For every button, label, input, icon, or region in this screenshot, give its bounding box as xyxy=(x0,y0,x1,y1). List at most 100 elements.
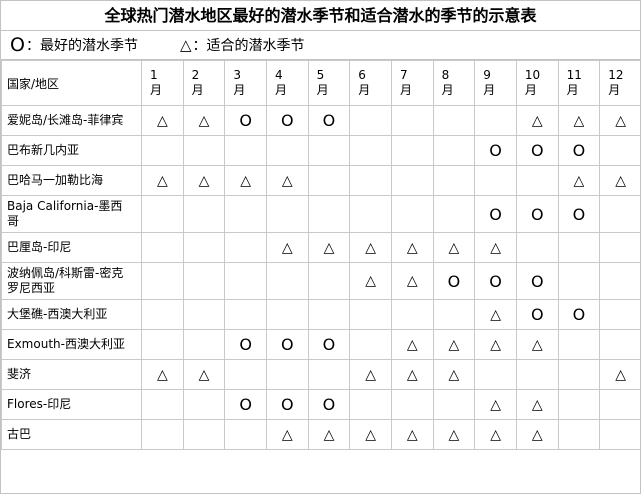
month-number: 1 xyxy=(150,68,158,82)
suitable-season-mark: △ xyxy=(265,165,309,196)
suitable-season-mark: △ xyxy=(390,329,434,360)
suitable-season-mark: △ xyxy=(599,359,640,390)
empty-cell xyxy=(432,195,476,233)
suitable-season-mark: △ xyxy=(432,419,476,450)
header-row: 国家/地区 1 月 2 月 3 月 4 月 5 月 6 月 7 月 8 月 9 月 10 月 11 月 12 月 xyxy=(1,60,640,106)
empty-cell xyxy=(557,359,601,390)
suitable-season-mark: △ xyxy=(182,165,226,196)
empty-cell xyxy=(432,299,476,330)
month-unit: 月 xyxy=(566,83,579,97)
empty-cell xyxy=(557,419,601,450)
month-number: 12 xyxy=(608,68,624,82)
month-header-11: 11 月 xyxy=(557,60,601,106)
empty-cell xyxy=(599,195,640,233)
empty-cell xyxy=(349,195,392,233)
month-header-10: 10 月 xyxy=(515,60,559,106)
suitable-season-mark: △ xyxy=(390,419,434,450)
region-name: 大堡礁-西澳大利亚 xyxy=(1,299,142,330)
month-number: 4 xyxy=(274,68,283,82)
empty-cell xyxy=(224,359,267,390)
best-season-mark: O xyxy=(307,329,351,360)
empty-cell xyxy=(349,329,392,360)
suitable-season-mark: △ xyxy=(390,359,434,390)
month-number: 9 xyxy=(483,68,491,82)
region-name: 波纳佩岛/科斯雷-密克罗尼西亚 xyxy=(1,262,142,300)
empty-cell xyxy=(557,262,601,300)
best-season-mark: O xyxy=(224,389,267,420)
empty-cell xyxy=(141,232,184,263)
empty-cell xyxy=(141,419,184,450)
empty-cell xyxy=(390,299,434,330)
empty-cell xyxy=(432,165,476,196)
table-row: Baja California-墨西哥 O O O xyxy=(1,195,640,233)
empty-cell xyxy=(141,299,184,330)
best-season-mark: O xyxy=(557,299,601,330)
empty-cell xyxy=(349,389,392,420)
month-unit: 月 xyxy=(483,83,496,97)
suitable-season-mark: △ xyxy=(349,262,392,300)
suitable-season-mark: △ xyxy=(141,359,184,390)
month-unit: 月 xyxy=(274,83,287,97)
empty-cell xyxy=(224,419,267,450)
month-number: 7 xyxy=(399,68,408,82)
table-row: 巴厘岛-印尼 △ △ △ △ △ △ xyxy=(1,232,640,263)
empty-cell xyxy=(307,195,351,233)
suitable-season-mark: △ xyxy=(390,262,434,300)
empty-cell xyxy=(557,329,601,360)
table-row: 爱妮岛/长滩岛-菲律宾 △ △ O O O △ △ △ xyxy=(1,105,640,136)
empty-cell xyxy=(182,299,226,330)
suitable-season-mark: △ xyxy=(182,105,226,136)
best-season-mark: O xyxy=(265,329,309,360)
empty-cell xyxy=(515,232,559,263)
best-season-mark: O xyxy=(265,105,309,136)
table-row: 巴哈马一加勒比海 △ △ △ △ △ △ xyxy=(1,165,640,196)
month-number: 10 xyxy=(524,68,541,82)
legend-best-item: O ：最好的潜水季节 xyxy=(10,35,138,55)
month-unit: 月 xyxy=(191,83,204,97)
region-name: Flores-印尼 xyxy=(1,389,142,420)
empty-cell xyxy=(182,232,226,263)
best-season-mark: O xyxy=(474,262,517,300)
month-number: 3 xyxy=(233,68,241,82)
month-unit: 月 xyxy=(150,83,163,97)
month-unit: 月 xyxy=(358,83,371,97)
empty-cell xyxy=(307,262,351,300)
empty-cell xyxy=(307,135,351,166)
page-title: 全球热门潜水地区最好的潜水季节和适合潜水的季节的示意表 xyxy=(1,1,640,31)
suitable-season-symbol: △ xyxy=(179,35,192,54)
best-season-mark: O xyxy=(307,389,351,420)
suitable-season-mark: △ xyxy=(141,165,184,196)
empty-cell xyxy=(349,165,392,196)
legend: O ：最好的潜水季节 △ ：适合的潜水季节 xyxy=(1,31,640,60)
suitable-season-mark: △ xyxy=(474,329,517,360)
region-name: 古巴 xyxy=(1,419,142,450)
suitable-season-mark: △ xyxy=(557,165,601,196)
empty-cell xyxy=(224,135,267,166)
empty-cell xyxy=(349,105,392,136)
table-row: 大堡礁-西澳大利亚 △ O O xyxy=(1,299,640,330)
empty-cell xyxy=(224,299,267,330)
best-season-mark: O xyxy=(432,262,476,300)
empty-cell xyxy=(265,359,309,390)
empty-cell xyxy=(390,389,434,420)
region-name: 斐济 xyxy=(1,359,142,390)
suitable-season-mark: △ xyxy=(474,232,517,263)
empty-cell xyxy=(182,135,226,166)
suitable-season-mark: △ xyxy=(141,105,184,136)
suitable-season-mark: △ xyxy=(349,232,392,263)
best-season-mark: O xyxy=(224,105,267,136)
suitable-season-mark: △ xyxy=(557,105,601,136)
corner-header: 国家/地区 xyxy=(1,60,142,106)
empty-cell xyxy=(349,299,392,330)
suitable-season-mark: △ xyxy=(182,359,226,390)
empty-cell xyxy=(474,105,517,136)
empty-cell xyxy=(265,135,309,166)
legend-suitable-item: △ ：适合的潜水季节 xyxy=(180,35,305,55)
best-season-mark: O xyxy=(557,195,601,233)
month-unit: 月 xyxy=(441,83,454,97)
